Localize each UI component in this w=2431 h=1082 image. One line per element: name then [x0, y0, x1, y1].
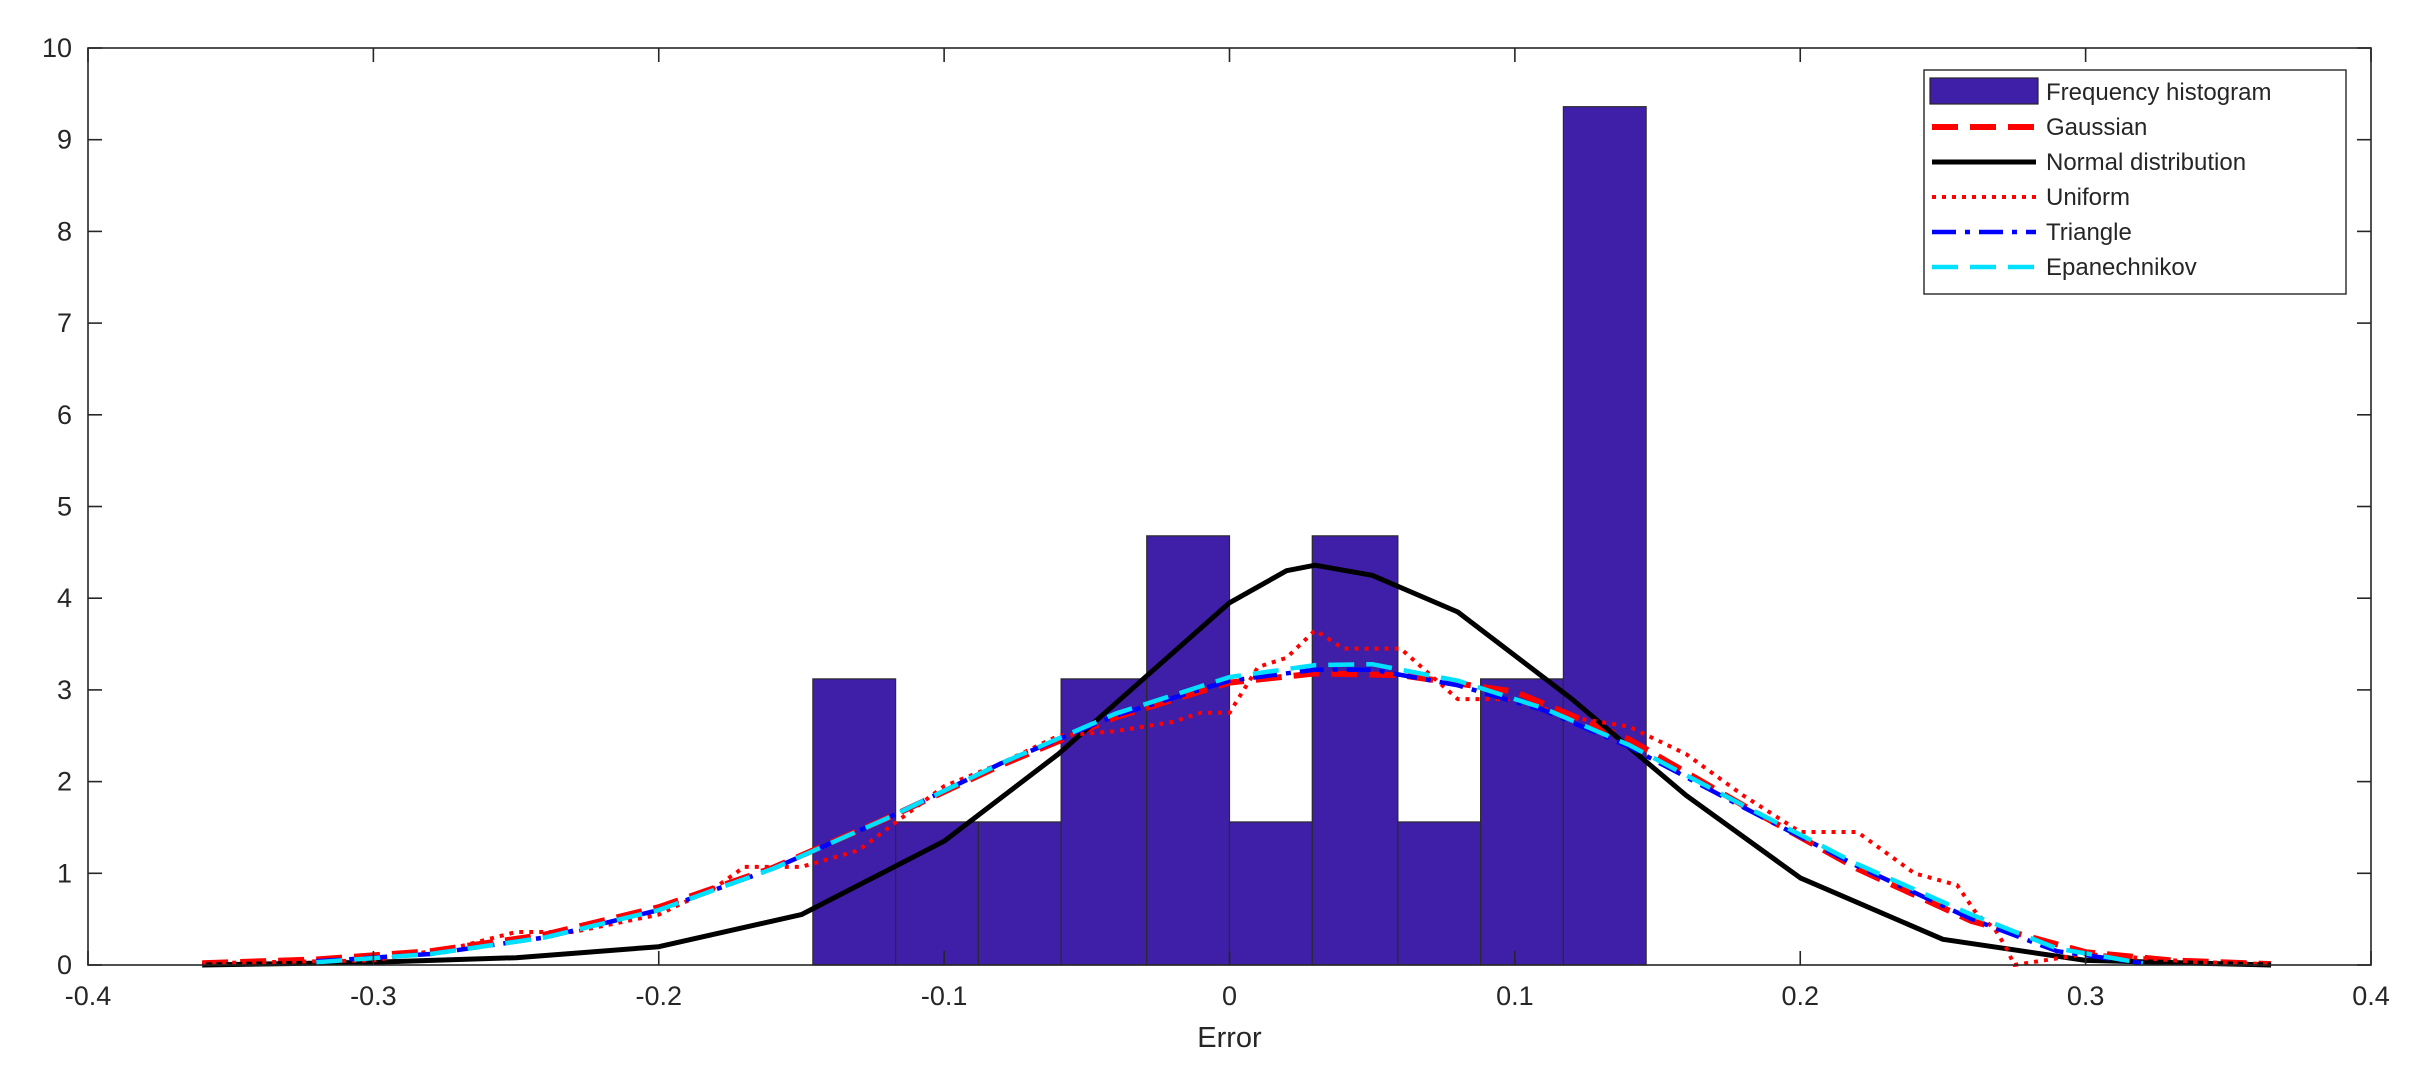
histogram-bar — [1060, 678, 1148, 966]
y-tick-label: 4 — [57, 583, 72, 613]
histogram-bar — [977, 821, 1062, 966]
legend-label-normal-distribution: Normal distribution — [2046, 149, 2246, 176]
x-tick-label: -0.3 — [350, 981, 397, 1011]
y-tick-label: 0 — [57, 950, 72, 980]
x-axis-title: Error — [1197, 1022, 1262, 1054]
x-tick-label: 0.1 — [1496, 981, 1534, 1011]
y-tick-label: 3 — [57, 675, 72, 705]
y-tick-label: 10 — [42, 33, 72, 63]
histogram-bar — [1146, 535, 1231, 966]
y-tick-label: 5 — [57, 492, 72, 522]
y-tick-label: 1 — [57, 858, 72, 888]
x-tick-label: -0.4 — [65, 981, 112, 1011]
y-tick-label: 7 — [57, 308, 72, 338]
histogram-bar — [1480, 678, 1564, 966]
series-line-epanechnikov — [316, 661, 2144, 966]
axes-layer: -0.4 -0.3 -0.2 -0.1 0 0.1 0.2 0.3 0.4 0 1 2 3 4 5 6 7 8 9 1… — [42, 33, 2390, 1011]
legend-swatch-frequency-histogram — [1929, 77, 2039, 105]
histogram-bar — [1228, 821, 1313, 966]
legend-label-frequency-histogram: Frequency histogram — [2046, 79, 2271, 106]
series-line-gaussian — [202, 670, 2272, 968]
y-tick-label: 8 — [57, 216, 72, 246]
x-tick-label: 0.3 — [2067, 981, 2105, 1011]
x-tick-label: -0.1 — [921, 981, 968, 1011]
legend-label-triangle: Triangle — [2046, 219, 2132, 246]
legend-label-uniform: Uniform — [2046, 184, 2130, 211]
histogram-bar — [1311, 535, 1399, 966]
legend-box — [1923, 69, 2347, 295]
plot-layer — [202, 106, 2272, 968]
histogram-bar — [1397, 821, 1482, 966]
legend: Frequency histogram Gaussian Normal distri… — [1923, 69, 2347, 295]
legend-label-gaussian: Gaussian — [2046, 114, 2147, 141]
y-tick-label: 9 — [57, 125, 72, 155]
x-tick-label: -0.2 — [635, 981, 682, 1011]
y-tick-label: 6 — [57, 400, 72, 430]
series-line-normal-distribution — [202, 562, 2272, 968]
x-tick-label: 0.4 — [2352, 981, 2390, 1011]
x-tick-label: 0.2 — [1781, 981, 1819, 1011]
x-tick-label: 0 — [1222, 981, 1237, 1011]
y-tick-label: 2 — [57, 767, 72, 797]
legend-label-epanechnikov: Epanechnikov — [2046, 254, 2197, 281]
histogram-bar — [1562, 106, 1647, 966]
